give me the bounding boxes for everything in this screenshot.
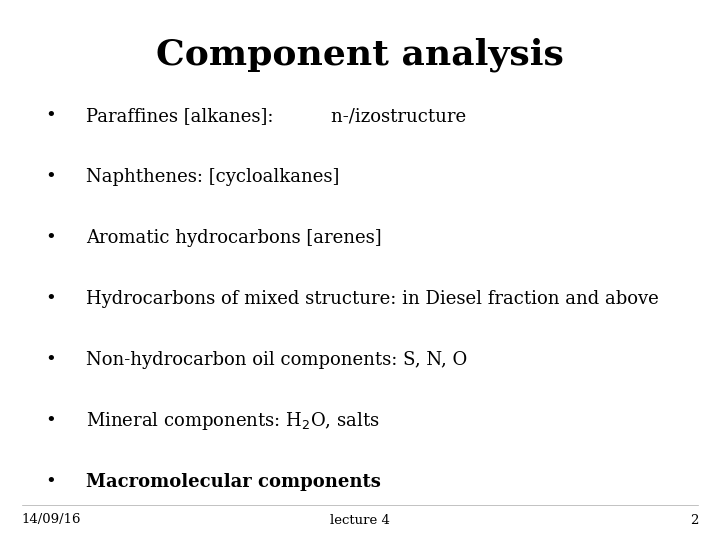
Text: •: • (45, 229, 55, 247)
Text: •: • (45, 168, 55, 186)
Text: Non-hydrocarbon oil components: S, N, O: Non-hydrocarbon oil components: S, N, O (86, 351, 468, 369)
Text: Mineral components: H$_2$O, salts: Mineral components: H$_2$O, salts (86, 410, 380, 432)
Text: •: • (45, 473, 55, 491)
Text: Hydrocarbons of mixed structure: in Diesel fraction and above: Hydrocarbons of mixed structure: in Dies… (86, 290, 659, 308)
Text: Component analysis: Component analysis (156, 38, 564, 72)
Text: •: • (45, 351, 55, 369)
Text: Naphthenes: [cycloalkanes]: Naphthenes: [cycloalkanes] (86, 168, 340, 186)
Text: •: • (45, 107, 55, 125)
Text: •: • (45, 290, 55, 308)
Text: •: • (45, 412, 55, 430)
Text: 2: 2 (690, 514, 698, 526)
Text: Macromolecular components: Macromolecular components (86, 473, 382, 491)
Text: Paraffines [alkanes]:          n-/izostructure: Paraffines [alkanes]: n-/izostructure (86, 107, 467, 125)
Text: Aromatic hydrocarbons [arenes]: Aromatic hydrocarbons [arenes] (86, 229, 382, 247)
Text: 14/09/16: 14/09/16 (22, 514, 81, 526)
Text: lecture 4: lecture 4 (330, 514, 390, 526)
